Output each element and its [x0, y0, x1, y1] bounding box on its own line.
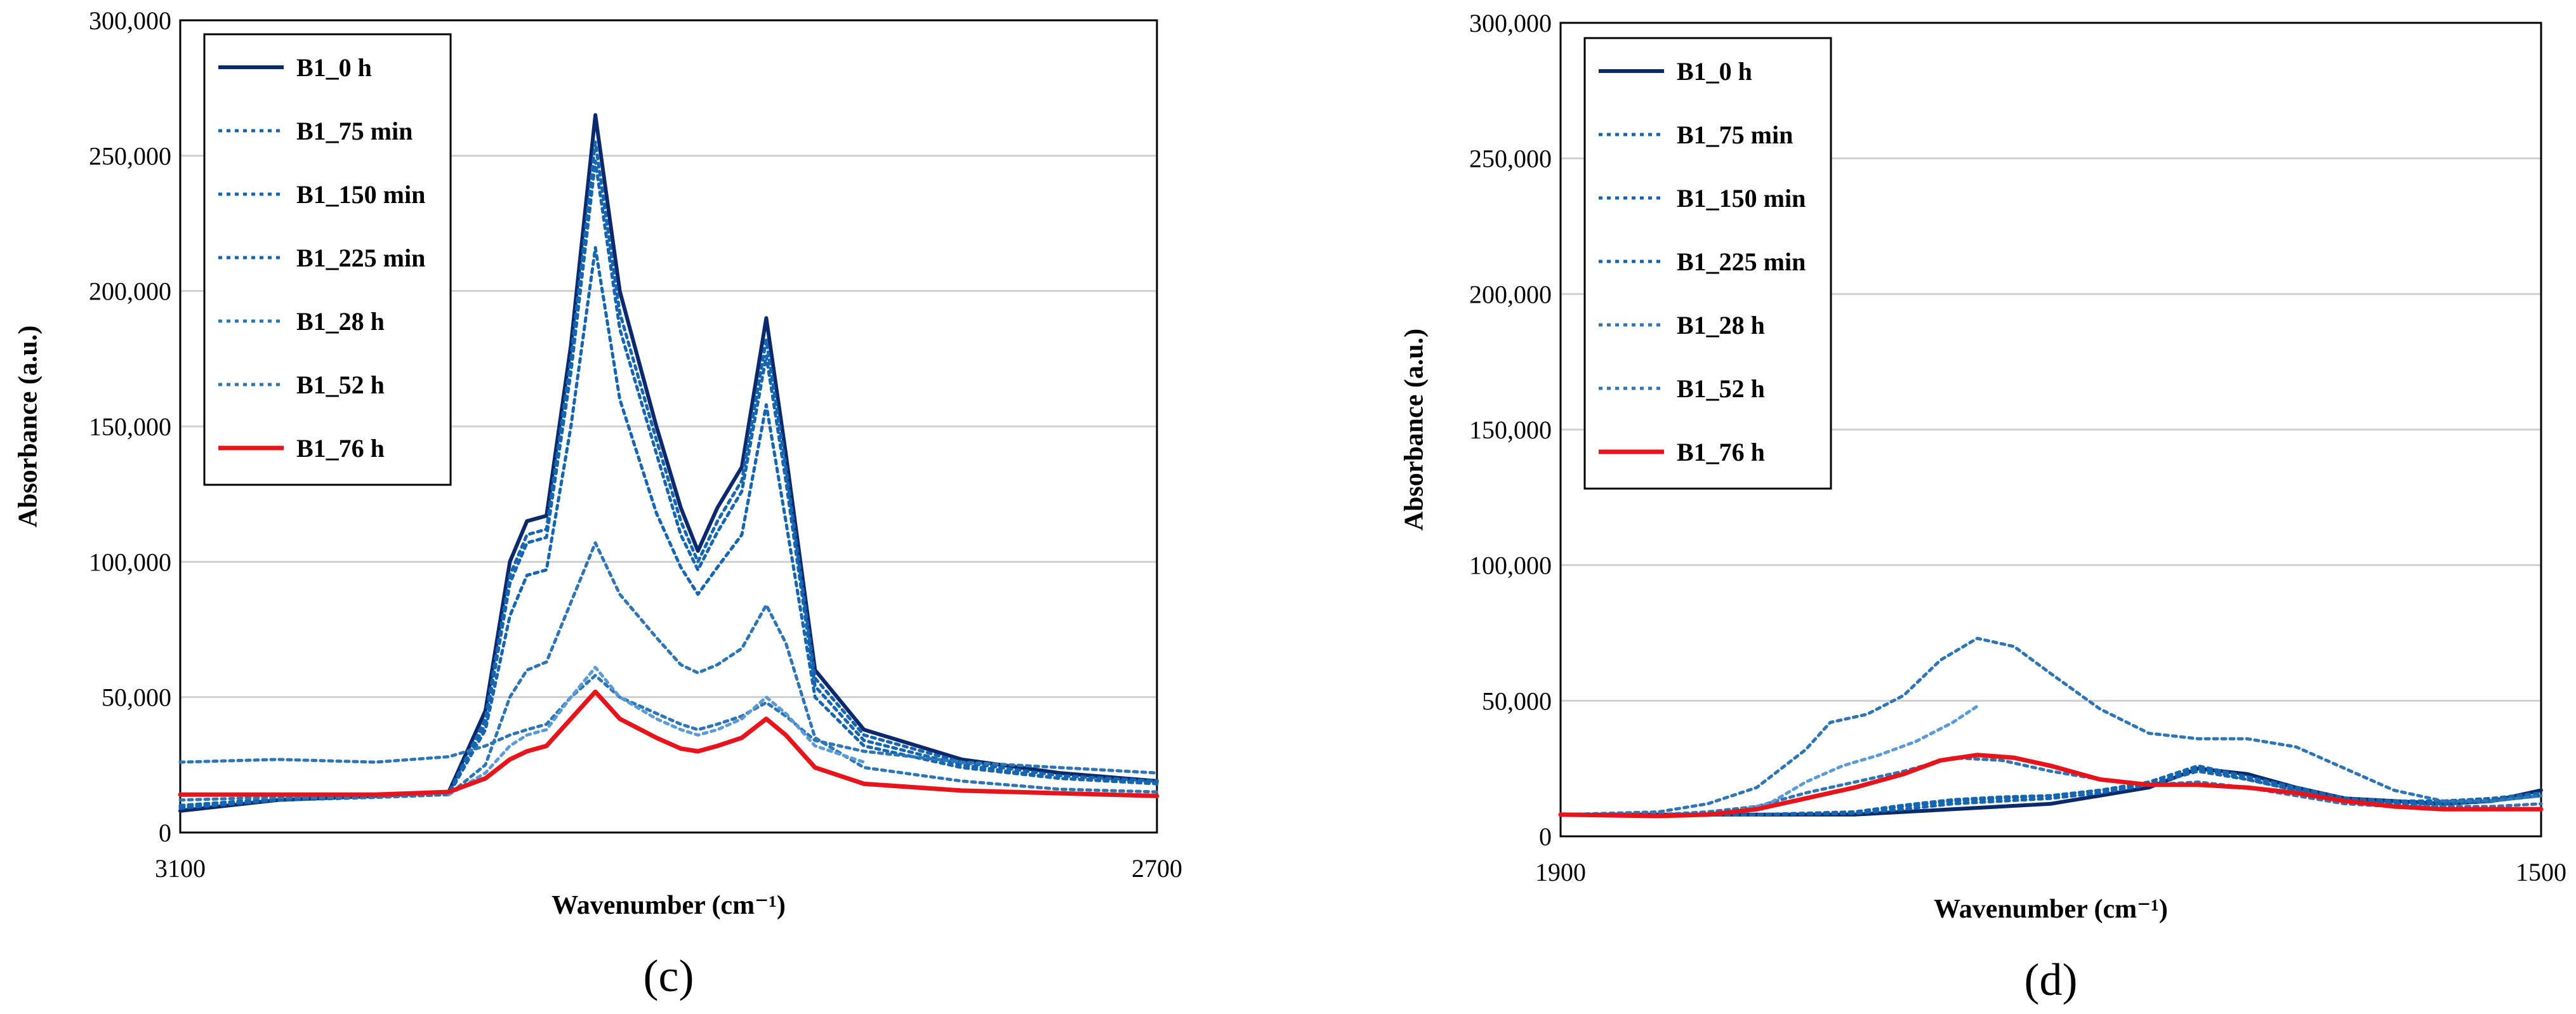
series-line-b1-75-min — [178, 140, 1159, 810]
y-tick-label: 50,000 — [102, 683, 171, 712]
panel-label: (c) — [644, 951, 694, 1001]
legend-label: B1_76 h — [296, 434, 385, 463]
y-tick-label: 0 — [1539, 822, 1552, 851]
x-axis-title: Wavenumber (cm⁻¹) — [1934, 895, 2168, 924]
legend-label: B1_225 min — [1677, 247, 1806, 276]
series-layer — [1558, 636, 2544, 819]
legend-label: B1_76 h — [1677, 438, 1765, 466]
series-line-b1-76-h — [1558, 753, 2544, 819]
y-tick-label: 200,000 — [89, 277, 171, 306]
legend-label: B1_225 min — [296, 244, 425, 272]
y-tick-label: 150,000 — [89, 412, 171, 441]
legend-label: B1_0 h — [1677, 57, 1752, 86]
series-line-unlabeled — [1730, 704, 1979, 813]
legend-label: B1_28 h — [296, 307, 385, 336]
legend-label: B1_28 h — [1677, 311, 1765, 339]
y-tick-label: 0 — [159, 819, 171, 847]
legend-box — [203, 33, 452, 486]
y-tick-label: 50,000 — [1482, 687, 1552, 715]
legend-box — [1583, 37, 1832, 490]
y-tick-label: 100,000 — [1469, 551, 1552, 580]
x-tick-labels: 1900 1500 — [1535, 858, 2566, 886]
series-line-b1-28-h — [178, 541, 1159, 802]
series-line-b1-52-h — [178, 674, 1159, 775]
legend: B1_0 h B1_75 min B1_150 min B1_225 min B1_28… — [203, 33, 452, 486]
legend-label: B1_150 min — [1677, 184, 1806, 213]
series-line-b1-0-h — [178, 113, 1159, 813]
y-tick-label: 150,000 — [1469, 416, 1552, 444]
y-tick-label: 100,000 — [89, 548, 171, 576]
y-axis-title: Absorbance (a.u.) — [1400, 329, 1429, 531]
panel-label: (d) — [2024, 954, 2078, 1005]
y-tick-labels: 0 50,000 100,000 150,000 200,000 250,000 300,0… — [1469, 9, 1552, 851]
series-layer — [178, 113, 1159, 813]
legend-label: B1_52 h — [1677, 374, 1765, 403]
y-tick-labels: 0 50,000 100,000 150,000 200,000 250,000 300,0… — [89, 6, 171, 847]
y-tick-label: 200,000 — [1469, 280, 1552, 308]
series-line-b1-52-h — [1559, 636, 2543, 817]
plot-frame — [1559, 22, 2542, 838]
legend-label: B1_52 h — [296, 371, 385, 399]
legend: B1_0 h B1_75 min B1_150 min B1_225 min B1_28… — [1583, 37, 1832, 490]
series-line-b1-225-min — [178, 246, 1159, 807]
legend-label: B1_150 min — [296, 180, 425, 209]
x-tick-label: 1500 — [2516, 858, 2566, 886]
legend-label: B1_0 h — [296, 53, 372, 82]
y-tick-label: 300,000 — [89, 6, 171, 35]
plot-frame — [179, 19, 1158, 834]
x-tick-label: 1900 — [1535, 858, 1586, 886]
legend-label: B1_75 min — [296, 117, 413, 145]
series-line-b1-225-min — [1559, 769, 2543, 817]
chart-panel-c: 0 50,000 100,000 150,000 200,000 250,000 300,0… — [14, 6, 1182, 1001]
x-axis-title: Wavenumber (cm⁻¹) — [552, 891, 786, 920]
series-line-b1-76-h — [178, 689, 1159, 798]
y-tick-label: 300,000 — [1469, 9, 1552, 37]
legend-label: B1_75 min — [1677, 121, 1793, 149]
x-tick-labels: 3100 2700 — [155, 854, 1182, 883]
y-tick-label: 250,000 — [89, 142, 171, 170]
y-tick-label: 250,000 — [1469, 145, 1552, 173]
series-line-b1-150-min — [178, 159, 1159, 808]
x-tick-label: 3100 — [155, 854, 206, 883]
y-axis-title: Absorbance (a.u.) — [14, 326, 43, 528]
chart-panel-d: 0 50,000 100,000 150,000 200,000 250,000 300,0… — [1400, 9, 2566, 1005]
series-line-unlabeled — [447, 666, 866, 796]
x-tick-label: 2700 — [1132, 854, 1182, 883]
